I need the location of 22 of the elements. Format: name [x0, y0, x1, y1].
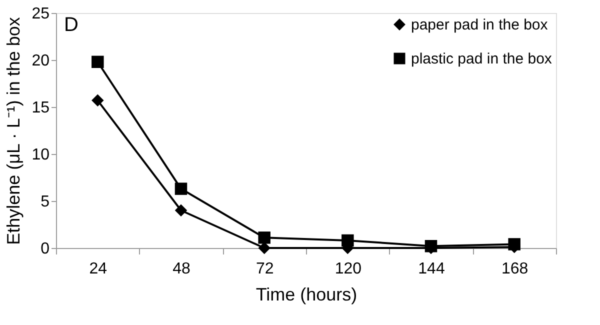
x-tick-label: 72 [256, 260, 274, 278]
y-tick-label: 15 [32, 100, 50, 116]
y-tick-label: 10 [32, 146, 50, 164]
point [174, 182, 188, 195]
point [174, 204, 188, 217]
x-tick-label: 144 [418, 260, 445, 278]
y-tick-label: 0 [40, 240, 50, 258]
legend-label: paper pad in the box [411, 16, 548, 34]
x-tick-label: 120 [334, 260, 362, 278]
x-axis-title: Time (hours) [256, 284, 358, 304]
y-tick-label: 25 [32, 6, 50, 22]
point [258, 232, 270, 244]
annotation: D [64, 14, 78, 36]
point [92, 94, 104, 107]
y-tick-label: 5 [40, 194, 50, 210]
x-tick-label: 24 [89, 260, 108, 278]
x-tick-label: 168 [501, 260, 528, 278]
x-tick-label: 48 [172, 260, 190, 278]
legend-label: plastic pad in the box [411, 50, 552, 68]
point [92, 56, 104, 68]
y-tick-label: 20 [32, 52, 50, 70]
y-axis-title: Ethylene (μL · L⁻¹) in the box [4, 17, 24, 245]
